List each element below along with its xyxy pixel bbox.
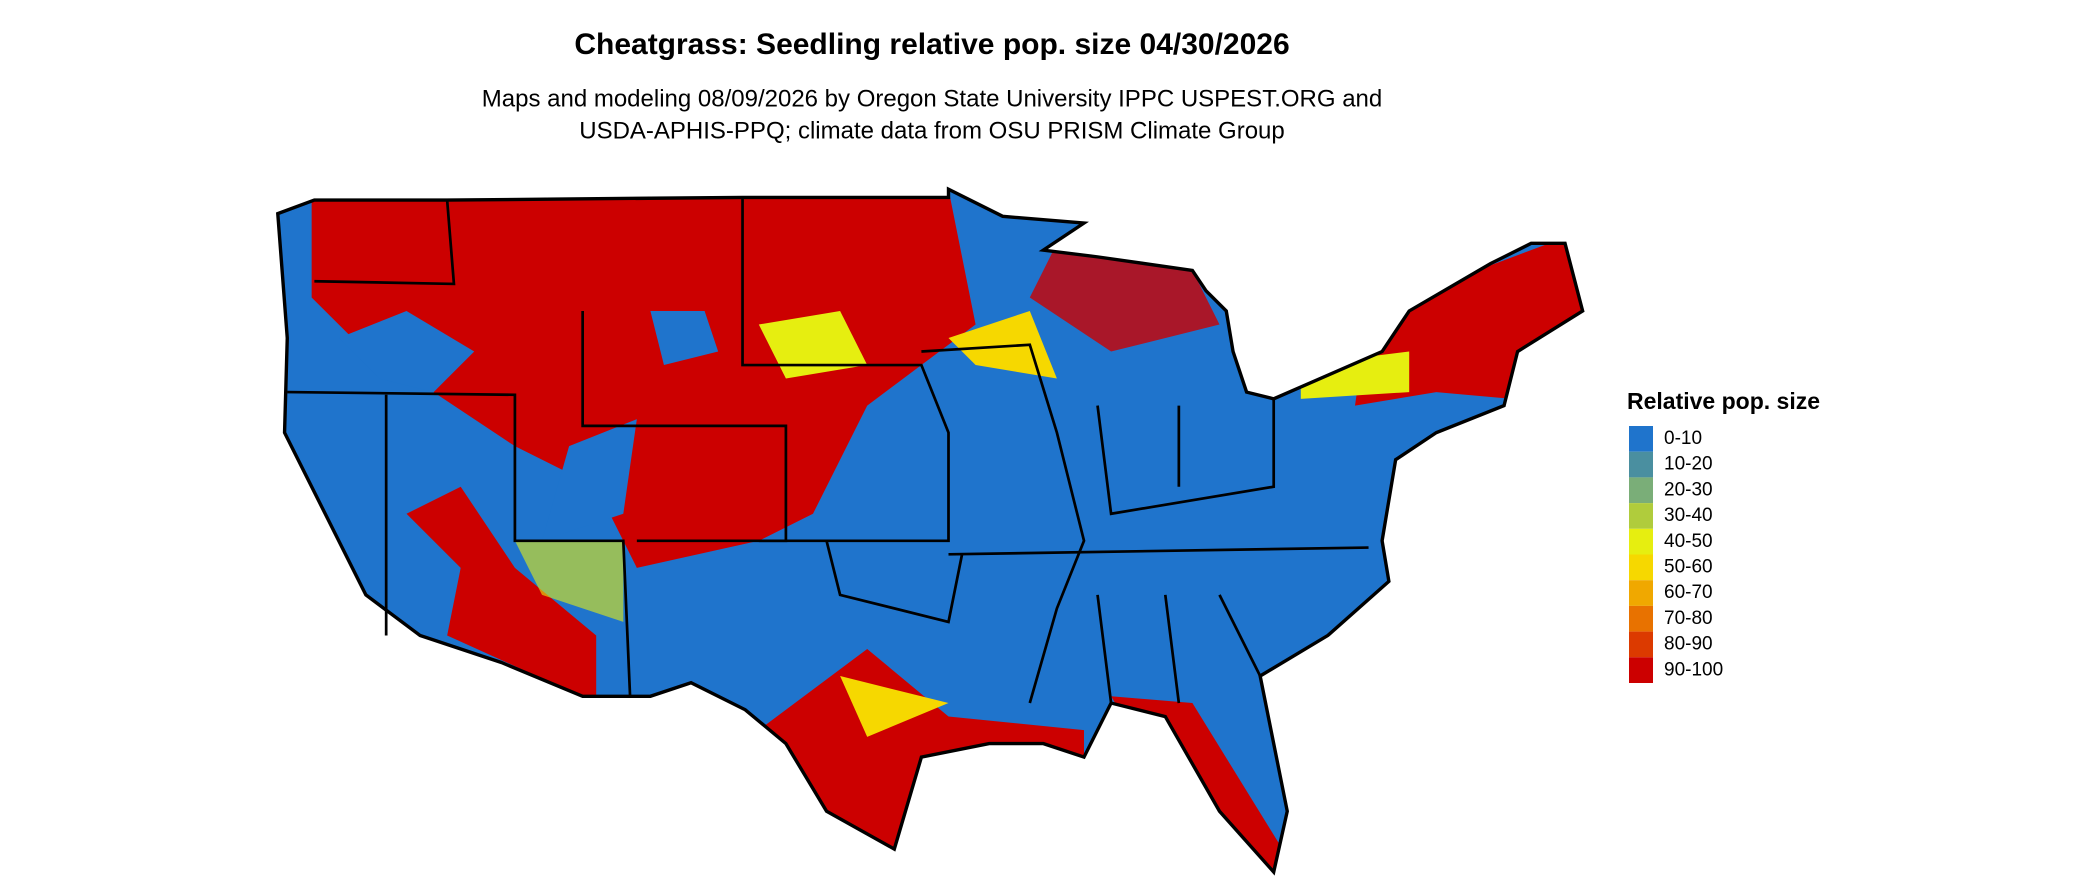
legend-label: 0-10 [1664, 428, 1702, 449]
legend-title: Relative pop. size [1627, 388, 1820, 414]
legend-swatch [1629, 528, 1653, 555]
legend-swatch [1629, 631, 1653, 658]
legend-label: 20-30 [1664, 479, 1713, 500]
legend: 0-10 10-20 20-30 30-40 40-50 50-60 60-70 70-80 8… [1629, 426, 1723, 683]
legend-label: 80-90 [1664, 634, 1713, 655]
subtitle-line: USDA-APHIS-PPQ; climate data from OSU PR… [579, 117, 1285, 144]
legend-swatch [1629, 451, 1653, 478]
legend-label: 10-20 [1664, 454, 1713, 475]
legend-swatch [1629, 554, 1653, 581]
legend-label: 60-70 [1664, 582, 1713, 603]
legend-swatch [1629, 580, 1653, 606]
legend-label: 70-80 [1664, 608, 1713, 629]
us-map [276, 187, 1585, 874]
subtitle-line: Maps and modeling 08/09/2026 by Oregon S… [482, 85, 1382, 112]
legend-label: 40-50 [1664, 531, 1713, 552]
map-title: Cheatgrass: Seedling relative pop. size … [574, 28, 1289, 61]
legend-swatch [1629, 503, 1653, 529]
legend-label: 90-100 [1664, 659, 1723, 680]
legend-swatch [1629, 477, 1653, 504]
legend-swatch [1629, 657, 1653, 683]
legend-label: 50-60 [1664, 557, 1713, 578]
legend-swatch [1629, 605, 1653, 632]
legend-swatch [1629, 426, 1653, 452]
legend-label: 30-40 [1664, 505, 1713, 526]
